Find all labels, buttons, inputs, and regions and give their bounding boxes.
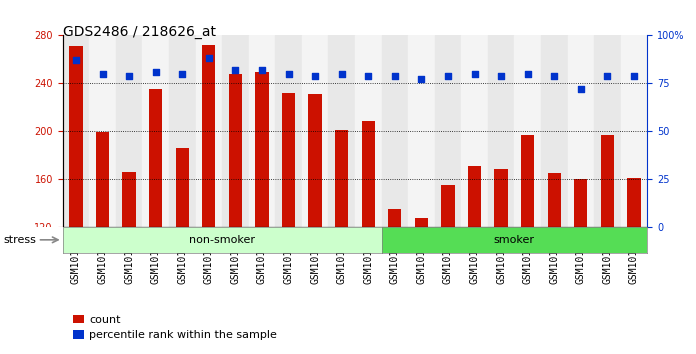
Bar — [541, 35, 567, 227]
Point — [416, 76, 427, 82]
Bar — [143, 35, 169, 227]
Bar — [275, 35, 302, 227]
Bar — [248, 35, 275, 227]
Point — [230, 67, 241, 73]
Point — [150, 69, 161, 75]
Point — [548, 73, 560, 78]
Bar — [594, 35, 621, 227]
Bar — [488, 35, 514, 227]
Bar — [308, 94, 322, 227]
Bar — [441, 185, 454, 227]
Bar — [574, 179, 587, 227]
Point — [256, 67, 267, 73]
Bar — [169, 35, 196, 227]
Point — [310, 73, 321, 78]
Point — [469, 71, 480, 76]
Bar — [567, 35, 594, 227]
Bar — [408, 35, 435, 227]
Bar — [494, 169, 508, 227]
Bar — [415, 218, 428, 227]
Bar — [222, 35, 248, 227]
Bar — [196, 35, 222, 227]
Bar — [461, 35, 488, 227]
Bar — [335, 130, 348, 227]
Bar — [282, 93, 295, 227]
Point — [576, 86, 587, 92]
Point — [177, 71, 188, 76]
Bar — [601, 135, 614, 227]
Bar — [355, 35, 381, 227]
Bar — [116, 35, 143, 227]
Legend: count, percentile rank within the sample: count, percentile rank within the sample — [68, 310, 282, 345]
Bar — [302, 35, 329, 227]
Point — [389, 73, 400, 78]
Bar — [381, 35, 408, 227]
Point — [97, 71, 108, 76]
Text: non-smoker: non-smoker — [189, 235, 255, 245]
Bar — [202, 45, 216, 227]
Point — [283, 71, 294, 76]
Point — [336, 71, 347, 76]
Bar — [96, 132, 109, 227]
Bar — [521, 135, 535, 227]
Point — [123, 73, 134, 78]
Point — [496, 73, 507, 78]
Point — [70, 57, 81, 63]
Point — [602, 73, 613, 78]
Point — [363, 73, 374, 78]
Bar — [362, 121, 375, 227]
Bar — [70, 46, 83, 227]
Bar — [435, 35, 461, 227]
Point — [628, 73, 640, 78]
Bar — [255, 73, 269, 227]
Bar — [229, 74, 242, 227]
Bar — [468, 166, 481, 227]
Bar — [627, 178, 640, 227]
Bar — [388, 209, 402, 227]
Bar — [548, 173, 561, 227]
Point — [522, 71, 533, 76]
Point — [203, 56, 214, 61]
Bar — [89, 35, 116, 227]
Bar — [122, 172, 136, 227]
Bar — [63, 35, 89, 227]
Bar — [329, 35, 355, 227]
Bar — [149, 89, 162, 227]
Point — [443, 73, 454, 78]
Text: stress: stress — [3, 235, 36, 245]
Text: smoker: smoker — [494, 235, 535, 245]
Bar — [514, 35, 541, 227]
Bar — [175, 148, 189, 227]
Bar — [621, 35, 647, 227]
Text: GDS2486 / 218626_at: GDS2486 / 218626_at — [63, 25, 216, 39]
